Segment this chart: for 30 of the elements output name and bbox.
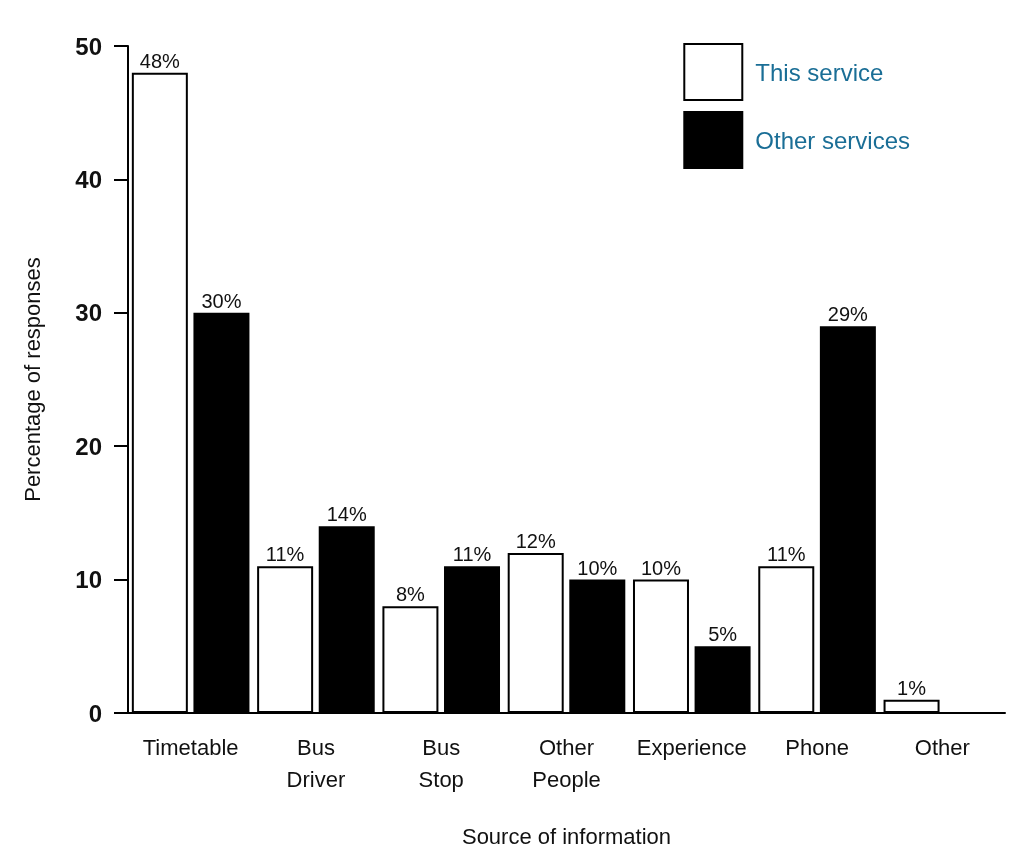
data-label: 29%: [827, 303, 869, 326]
x-tick-label: Bus Stop: [418, 734, 464, 792]
y-tick-label: 50: [75, 32, 102, 60]
data-label: 5%: [708, 623, 738, 646]
data-label: 1%: [897, 676, 927, 699]
y-tick-label: 40: [75, 165, 102, 193]
x-tick-label: Bus Driver: [286, 734, 346, 792]
y-tick-label: 10: [75, 566, 102, 594]
legend-label: Other services: [755, 126, 911, 154]
data-label: 10%: [640, 556, 682, 579]
x-tick-label: Other People: [532, 734, 601, 792]
x-tick-label: Experience: [636, 734, 747, 760]
data-label: 12%: [515, 529, 556, 552]
data-label: 10%: [577, 556, 618, 579]
x-tick-label: Other: [914, 734, 970, 760]
y-tick-label: 20: [75, 432, 102, 460]
x-tick-label: Phone: [785, 734, 849, 760]
data-label: 11%: [265, 543, 305, 566]
legend-label: This service: [755, 58, 884, 86]
x-tick-label: Timetable: [142, 734, 239, 760]
data-label: 14%: [326, 503, 367, 526]
data-label: 8%: [395, 583, 426, 606]
y-tick-label: 30: [75, 299, 102, 327]
data-label: 11%: [767, 543, 806, 566]
y-tick-label: 0: [88, 699, 102, 727]
x-axis-title: Source of information: [461, 823, 672, 849]
data-label: 48%: [139, 49, 181, 72]
data-label: 30%: [201, 289, 242, 312]
y-axis-title: Percentage of responses: [19, 257, 45, 502]
data-label: 11%: [452, 543, 492, 566]
